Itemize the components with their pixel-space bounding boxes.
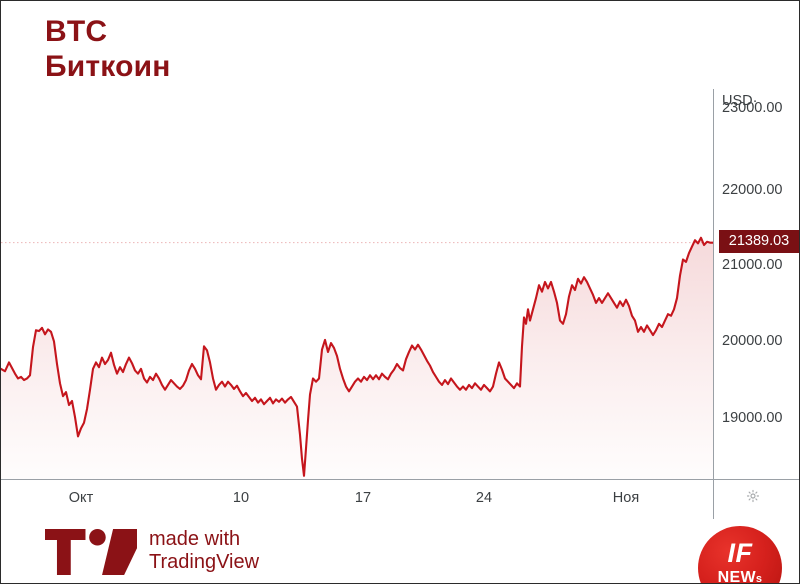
attribution-line-1: made with [149,528,241,550]
axis-corner-divider [713,479,714,519]
tradingview-logo [45,529,147,575]
attribution-line-2: TradingView [149,551,260,573]
time-tick-label: 10 [232,490,250,506]
price-tick-label: 23000.00 [722,100,783,116]
price-tick-label: 19000.00 [722,410,783,426]
chart-plot-area[interactable] [1,89,713,479]
currency-label: USD· [722,93,758,109]
gear-icon[interactable] [746,489,760,503]
price-area-fill [1,237,713,479]
time-tick-label: 24 [475,490,493,506]
page-title: BTC Биткоин [45,15,171,85]
ifnews-logo-sub: NEWs [698,570,782,584]
time-scale[interactable]: Окт 10 17 24 Ноя [1,479,799,519]
price-tick-label: 22000.00 [722,182,783,198]
price-tick-label: 20000.00 [722,333,783,349]
symbol-label: BTC [45,15,108,48]
time-tick-label: Окт [68,490,94,506]
ifnews-logo-sub-small: s [755,573,763,584]
price-line [1,236,713,477]
ifnews-logo-sub-main: NEW [717,569,756,584]
time-tick-label: Ноя [612,490,640,506]
chart-footer: made with TradingView IF NEWs [1,519,799,584]
ifnews-logo: IF NEWs [698,526,782,584]
tradingview-attribution: made with TradingView [149,528,259,574]
price-scale[interactable]: USD· 23000.00 22000.00 21389.03 21000.00… [713,89,799,479]
current-price-badge[interactable]: 21389.03 [719,230,799,253]
price-line-chart [1,236,713,479]
time-tick-label: 17 [354,490,372,506]
instrument-name-label: Биткоин [45,49,171,83]
ifnews-logo-main: IF [727,538,753,568]
price-tick-label: 21000.00 [722,257,783,273]
